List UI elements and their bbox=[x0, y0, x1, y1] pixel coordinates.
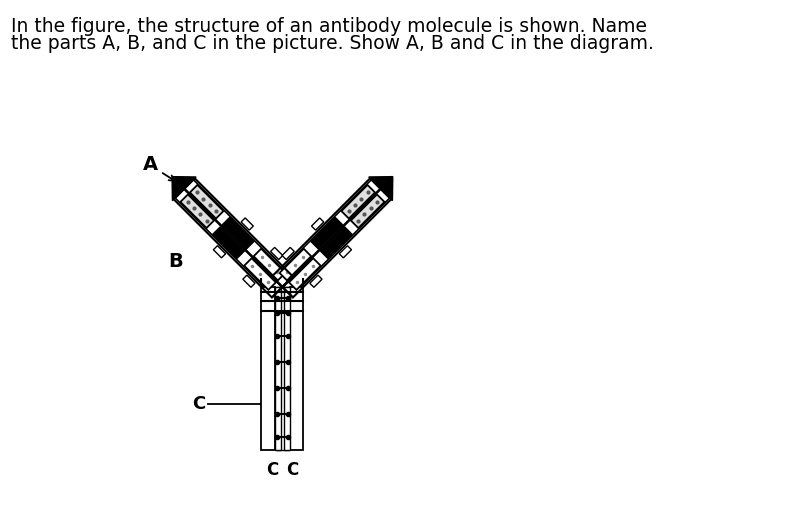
Polygon shape bbox=[243, 275, 255, 287]
Text: In the figure, the structure of an antibody molecule is shown. Name: In the figure, the structure of an antib… bbox=[11, 17, 647, 36]
Bar bbox=[275, 287, 281, 450]
Text: C: C bbox=[266, 461, 278, 479]
Polygon shape bbox=[339, 246, 351, 258]
Polygon shape bbox=[279, 249, 311, 280]
Polygon shape bbox=[282, 248, 294, 260]
Polygon shape bbox=[351, 194, 385, 228]
Polygon shape bbox=[180, 194, 214, 228]
Polygon shape bbox=[270, 248, 282, 260]
Text: the parts A, B, and C in the picture. Show A, B and C in the diagram.: the parts A, B, and C in the picture. Sh… bbox=[11, 34, 654, 53]
Polygon shape bbox=[190, 185, 223, 219]
Polygon shape bbox=[222, 218, 254, 249]
Polygon shape bbox=[244, 258, 276, 290]
Text: C: C bbox=[193, 395, 206, 413]
Text: A: A bbox=[143, 155, 158, 174]
Polygon shape bbox=[185, 180, 291, 287]
Polygon shape bbox=[310, 275, 322, 287]
Polygon shape bbox=[282, 189, 390, 296]
Polygon shape bbox=[254, 249, 286, 280]
Bar bbox=[290, 287, 303, 450]
Text: C: C bbox=[286, 461, 298, 479]
Polygon shape bbox=[342, 185, 375, 219]
Text: B: B bbox=[169, 252, 183, 271]
Polygon shape bbox=[172, 177, 196, 201]
Polygon shape bbox=[311, 218, 324, 230]
Bar bbox=[276, 287, 289, 450]
Polygon shape bbox=[321, 227, 352, 259]
Bar bbox=[262, 287, 274, 450]
Polygon shape bbox=[175, 189, 282, 296]
Polygon shape bbox=[213, 227, 245, 259]
Polygon shape bbox=[241, 218, 254, 230]
Bar bbox=[284, 287, 290, 450]
Polygon shape bbox=[214, 246, 226, 258]
Polygon shape bbox=[274, 180, 380, 287]
Polygon shape bbox=[369, 177, 393, 201]
Polygon shape bbox=[311, 218, 342, 249]
Polygon shape bbox=[289, 258, 321, 290]
